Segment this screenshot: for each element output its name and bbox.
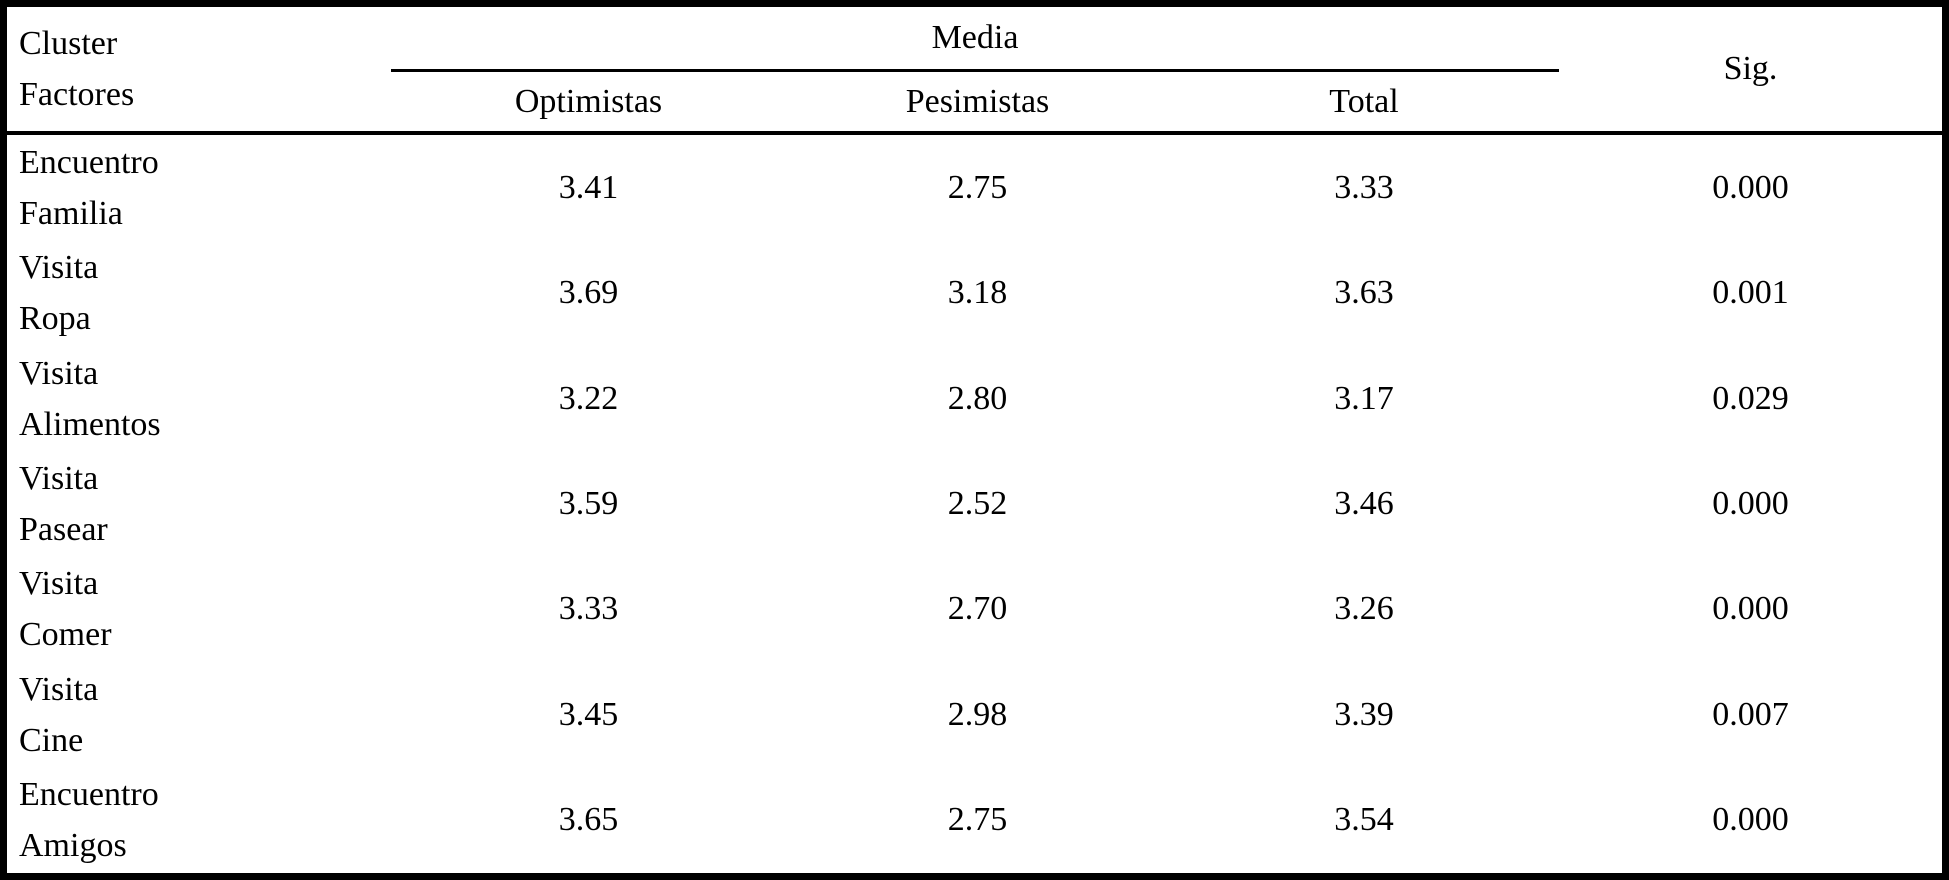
- cell-pesimistas: 2.75: [947, 801, 1008, 839]
- row-label: Encuentro Amigos: [7, 768, 391, 873]
- row-label-line1: Encuentro: [19, 143, 159, 181]
- row-label: Visita Ropa: [7, 240, 391, 345]
- row-label-line2: Pasear: [19, 510, 108, 548]
- cell-optimistas: 3.22: [558, 379, 619, 417]
- column-header-total: Total: [1329, 82, 1399, 120]
- row-label: Visita Cine: [7, 662, 391, 767]
- cell-total: 3.26: [1334, 590, 1394, 628]
- cell-pesimistas: 2.98: [947, 695, 1008, 733]
- row-label: Encuentro Familia: [7, 135, 391, 240]
- cell-sig: 0.000: [1712, 168, 1789, 206]
- row-label-line1: Encuentro: [19, 776, 159, 814]
- row-label: Visita Pasear: [7, 451, 391, 556]
- cell-pesimistas: 2.80: [947, 379, 1008, 417]
- table-body: Encuentro Familia 3.41 2.75 3.33 0.000 V…: [7, 135, 1942, 873]
- table-row: Visita Comer 3.33 2.70 3.26 0.000: [7, 557, 1942, 662]
- cell-optimistas: 3.59: [558, 484, 619, 522]
- cell-sig: 0.001: [1712, 274, 1789, 312]
- cell-optimistas: 3.41: [558, 168, 619, 206]
- cell-total: 3.39: [1334, 695, 1394, 733]
- row-label-line2: Comer: [19, 616, 112, 654]
- cell-pesimistas: 2.52: [947, 484, 1008, 522]
- row-label: Visita Alimentos: [7, 346, 391, 451]
- row-label-line1: Visita: [19, 670, 99, 708]
- cell-sig: 0.000: [1712, 484, 1789, 522]
- cell-sig: 0.000: [1712, 590, 1789, 628]
- column-header-optimistas: Optimistas: [514, 82, 663, 120]
- media-column-group: Media Optimistas Pesimistas Total: [391, 7, 1559, 131]
- row-label-line1: Visita: [19, 459, 99, 497]
- cell-total: 3.54: [1334, 801, 1394, 839]
- cell-sig: 0.000: [1712, 801, 1789, 839]
- cell-optimistas: 3.45: [558, 695, 619, 733]
- row-label-line1: Visita: [19, 565, 99, 603]
- row-label-line2: Alimentos: [19, 405, 161, 443]
- cell-total: 3.33: [1334, 168, 1394, 206]
- cell-total: 3.46: [1334, 484, 1394, 522]
- row-label: Visita Comer: [7, 557, 391, 662]
- column-header-sig: Sig.: [1723, 50, 1778, 87]
- table-header: Cluster Factores Media Optimistas Pesimi…: [7, 7, 1942, 135]
- cell-sig: 0.029: [1712, 379, 1789, 417]
- cell-optimistas: 3.69: [558, 274, 619, 312]
- media-group-label: Media: [391, 7, 1559, 72]
- cell-total: 3.17: [1334, 379, 1394, 417]
- table-row: Encuentro Familia 3.41 2.75 3.33 0.000: [7, 135, 1942, 240]
- table-row: Encuentro Amigos 3.65 2.75 3.54 0.000: [7, 768, 1942, 873]
- table-row: Visita Alimentos 3.22 2.80 3.17 0.029: [7, 346, 1942, 451]
- row-label-line2: Amigos: [19, 827, 127, 865]
- cell-sig: 0.007: [1712, 695, 1789, 733]
- cell-optimistas: 3.65: [558, 801, 619, 839]
- table-row: Visita Pasear 3.59 2.52 3.46 0.000: [7, 451, 1942, 556]
- table-row: Visita Ropa 3.69 3.18 3.63 0.001: [7, 240, 1942, 345]
- row-label-line2: Cine: [19, 721, 84, 759]
- media-subcolumns: Optimistas Pesimistas Total: [391, 72, 1559, 131]
- column-header-pesimistas: Pesimistas: [905, 82, 1050, 120]
- table-row: Visita Cine 3.45 2.98 3.39 0.007: [7, 662, 1942, 767]
- row-label-line1: Visita: [19, 354, 99, 392]
- cell-optimistas: 3.33: [558, 590, 619, 628]
- row-label-line2: Familia: [19, 194, 123, 232]
- row-label-line1: Visita: [19, 249, 99, 287]
- row-header-cell: Cluster Factores: [7, 7, 391, 131]
- cell-total: 3.63: [1334, 274, 1394, 312]
- row-label-line2: Ropa: [19, 300, 91, 338]
- row-header-line1: Cluster: [19, 25, 118, 62]
- cell-pesimistas: 2.75: [947, 168, 1008, 206]
- cell-pesimistas: 3.18: [947, 274, 1008, 312]
- row-header-line2: Factores: [19, 76, 135, 113]
- cell-pesimistas: 2.70: [947, 590, 1008, 628]
